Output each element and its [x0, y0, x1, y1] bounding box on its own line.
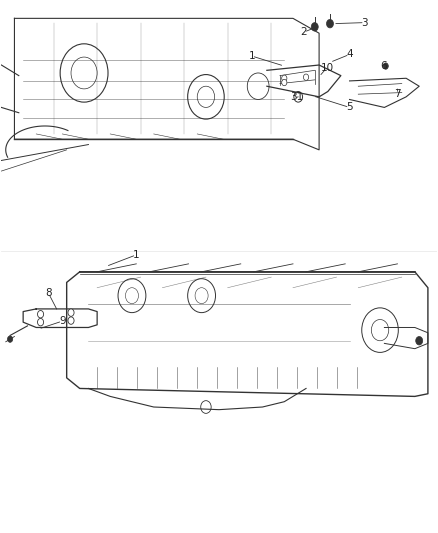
Circle shape [383, 63, 389, 69]
Text: 10: 10 [320, 63, 333, 72]
Text: 2: 2 [300, 27, 307, 37]
Text: 31: 31 [290, 92, 303, 102]
Circle shape [311, 22, 318, 31]
Text: 1: 1 [133, 250, 140, 260]
Circle shape [416, 336, 423, 345]
Circle shape [38, 318, 44, 326]
Circle shape [7, 336, 13, 342]
Circle shape [68, 309, 74, 317]
Circle shape [326, 19, 333, 28]
Circle shape [68, 317, 74, 324]
Text: 8: 8 [45, 288, 52, 298]
Circle shape [304, 74, 309, 80]
Circle shape [282, 79, 287, 86]
Text: 3: 3 [361, 18, 368, 28]
Text: 5: 5 [346, 102, 353, 112]
Circle shape [282, 75, 287, 82]
Circle shape [38, 311, 44, 318]
Text: 6: 6 [380, 61, 387, 71]
Text: 4: 4 [346, 50, 353, 59]
Text: 9: 9 [59, 316, 66, 326]
Text: 7: 7 [394, 89, 401, 99]
Text: 1: 1 [248, 51, 255, 61]
